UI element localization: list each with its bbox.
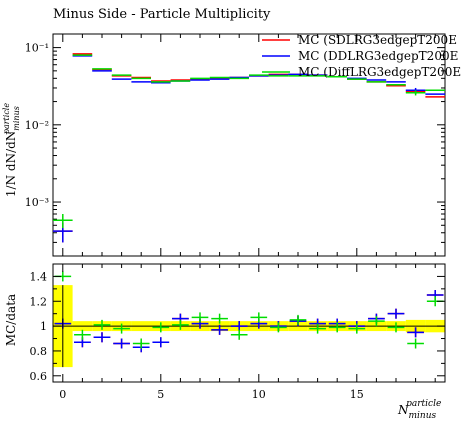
main-ylabel-text: 1/N dN/dN: [4, 131, 18, 197]
main-panel: 10⁻³ 10⁻² 10⁻¹ MC (SDLRG3edgepT200E MC (DDLR…: [25, 33, 461, 257]
main-ytick-label: 10⁻²: [25, 119, 49, 132]
xlabel-sub: minus: [409, 411, 437, 421]
xtick-label: 15: [350, 388, 364, 401]
xtick-label: 5: [157, 388, 164, 401]
legend-label-dd: MC (DDLRG3edgepT200E: [298, 49, 458, 63]
xtick-label: 0: [59, 388, 66, 401]
main-ylabel-sup: particle: [2, 103, 11, 135]
ratio-ylabel: MC/data: [4, 294, 18, 346]
main-ylabel-sub: minus: [12, 106, 21, 131]
legend-label-sd: MC (SDLRG3edgepT200E: [298, 33, 457, 47]
xlabel-text: N: [397, 403, 409, 417]
ratio-ytick-label: 1: [40, 320, 47, 333]
chart-title: Minus Side - Particle Multiplicity: [53, 7, 271, 22]
ratio-frame: [52, 263, 446, 383]
main-ylabel: 1/N dN/dNminusparticle: [2, 103, 21, 197]
main-frame: [52, 33, 446, 257]
xlabel: Nminus particle: [397, 399, 441, 421]
legend-label-diff: MC (DiffLRG3edgepT200E: [298, 65, 461, 79]
ratio-ytick-label: 0.6: [30, 370, 48, 383]
ratio-panel: 0.6 0.8 1 1.2 1.4 0 5 10 15: [30, 263, 446, 401]
ratio-ytick-label: 1.4: [30, 270, 48, 283]
ratio-ytick-label: 0.8: [30, 345, 48, 358]
main-ytick-label: 10⁻³: [25, 196, 49, 209]
xtick-label: 10: [252, 388, 266, 401]
xlabel-sup: particle: [406, 399, 441, 409]
main-ytick-label: 10⁻¹: [25, 42, 49, 55]
ratio-ytick-label: 1.2: [30, 295, 48, 308]
